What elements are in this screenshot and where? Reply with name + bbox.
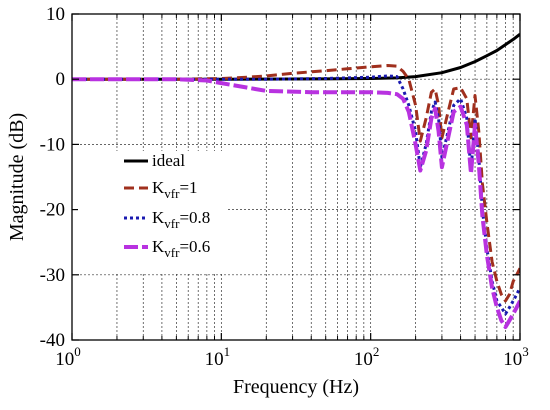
y-tick-label: 10 [46,4,65,25]
y-tick-label: -40 [40,330,65,351]
y-tick-label: 0 [56,69,66,90]
legend-label-1: Kvfr=1 [152,178,198,201]
y-axis-title: Magnitude (dB) [6,113,28,241]
legend: ideal Kvfr=1 Kvfr=0.8 Kvfr=0.6 [78,151,226,273]
plot-frame [71,13,521,341]
series-line-3 [72,77,520,329]
x-tick-label: 103 [503,344,529,370]
legend-box [78,151,226,273]
y-tick-label: -20 [40,200,65,221]
series-layer [72,33,520,329]
legend-label-0: ideal [152,151,185,170]
y-tick-label: -30 [40,265,65,286]
legend-label-2: Kvfr=0.8 [152,208,210,231]
x-tick-label: 101 [205,344,231,370]
ticks [71,13,521,341]
series-line-0 [72,33,520,81]
legend-label-3: Kvfr=0.6 [152,237,210,260]
y-tick-label: -10 [40,134,65,155]
x-tick-label: 102 [354,344,380,370]
series-line-2 [72,74,520,316]
x-axis-title: Frequency (Hz) [233,376,359,398]
x-tick-label: 100 [55,344,81,370]
